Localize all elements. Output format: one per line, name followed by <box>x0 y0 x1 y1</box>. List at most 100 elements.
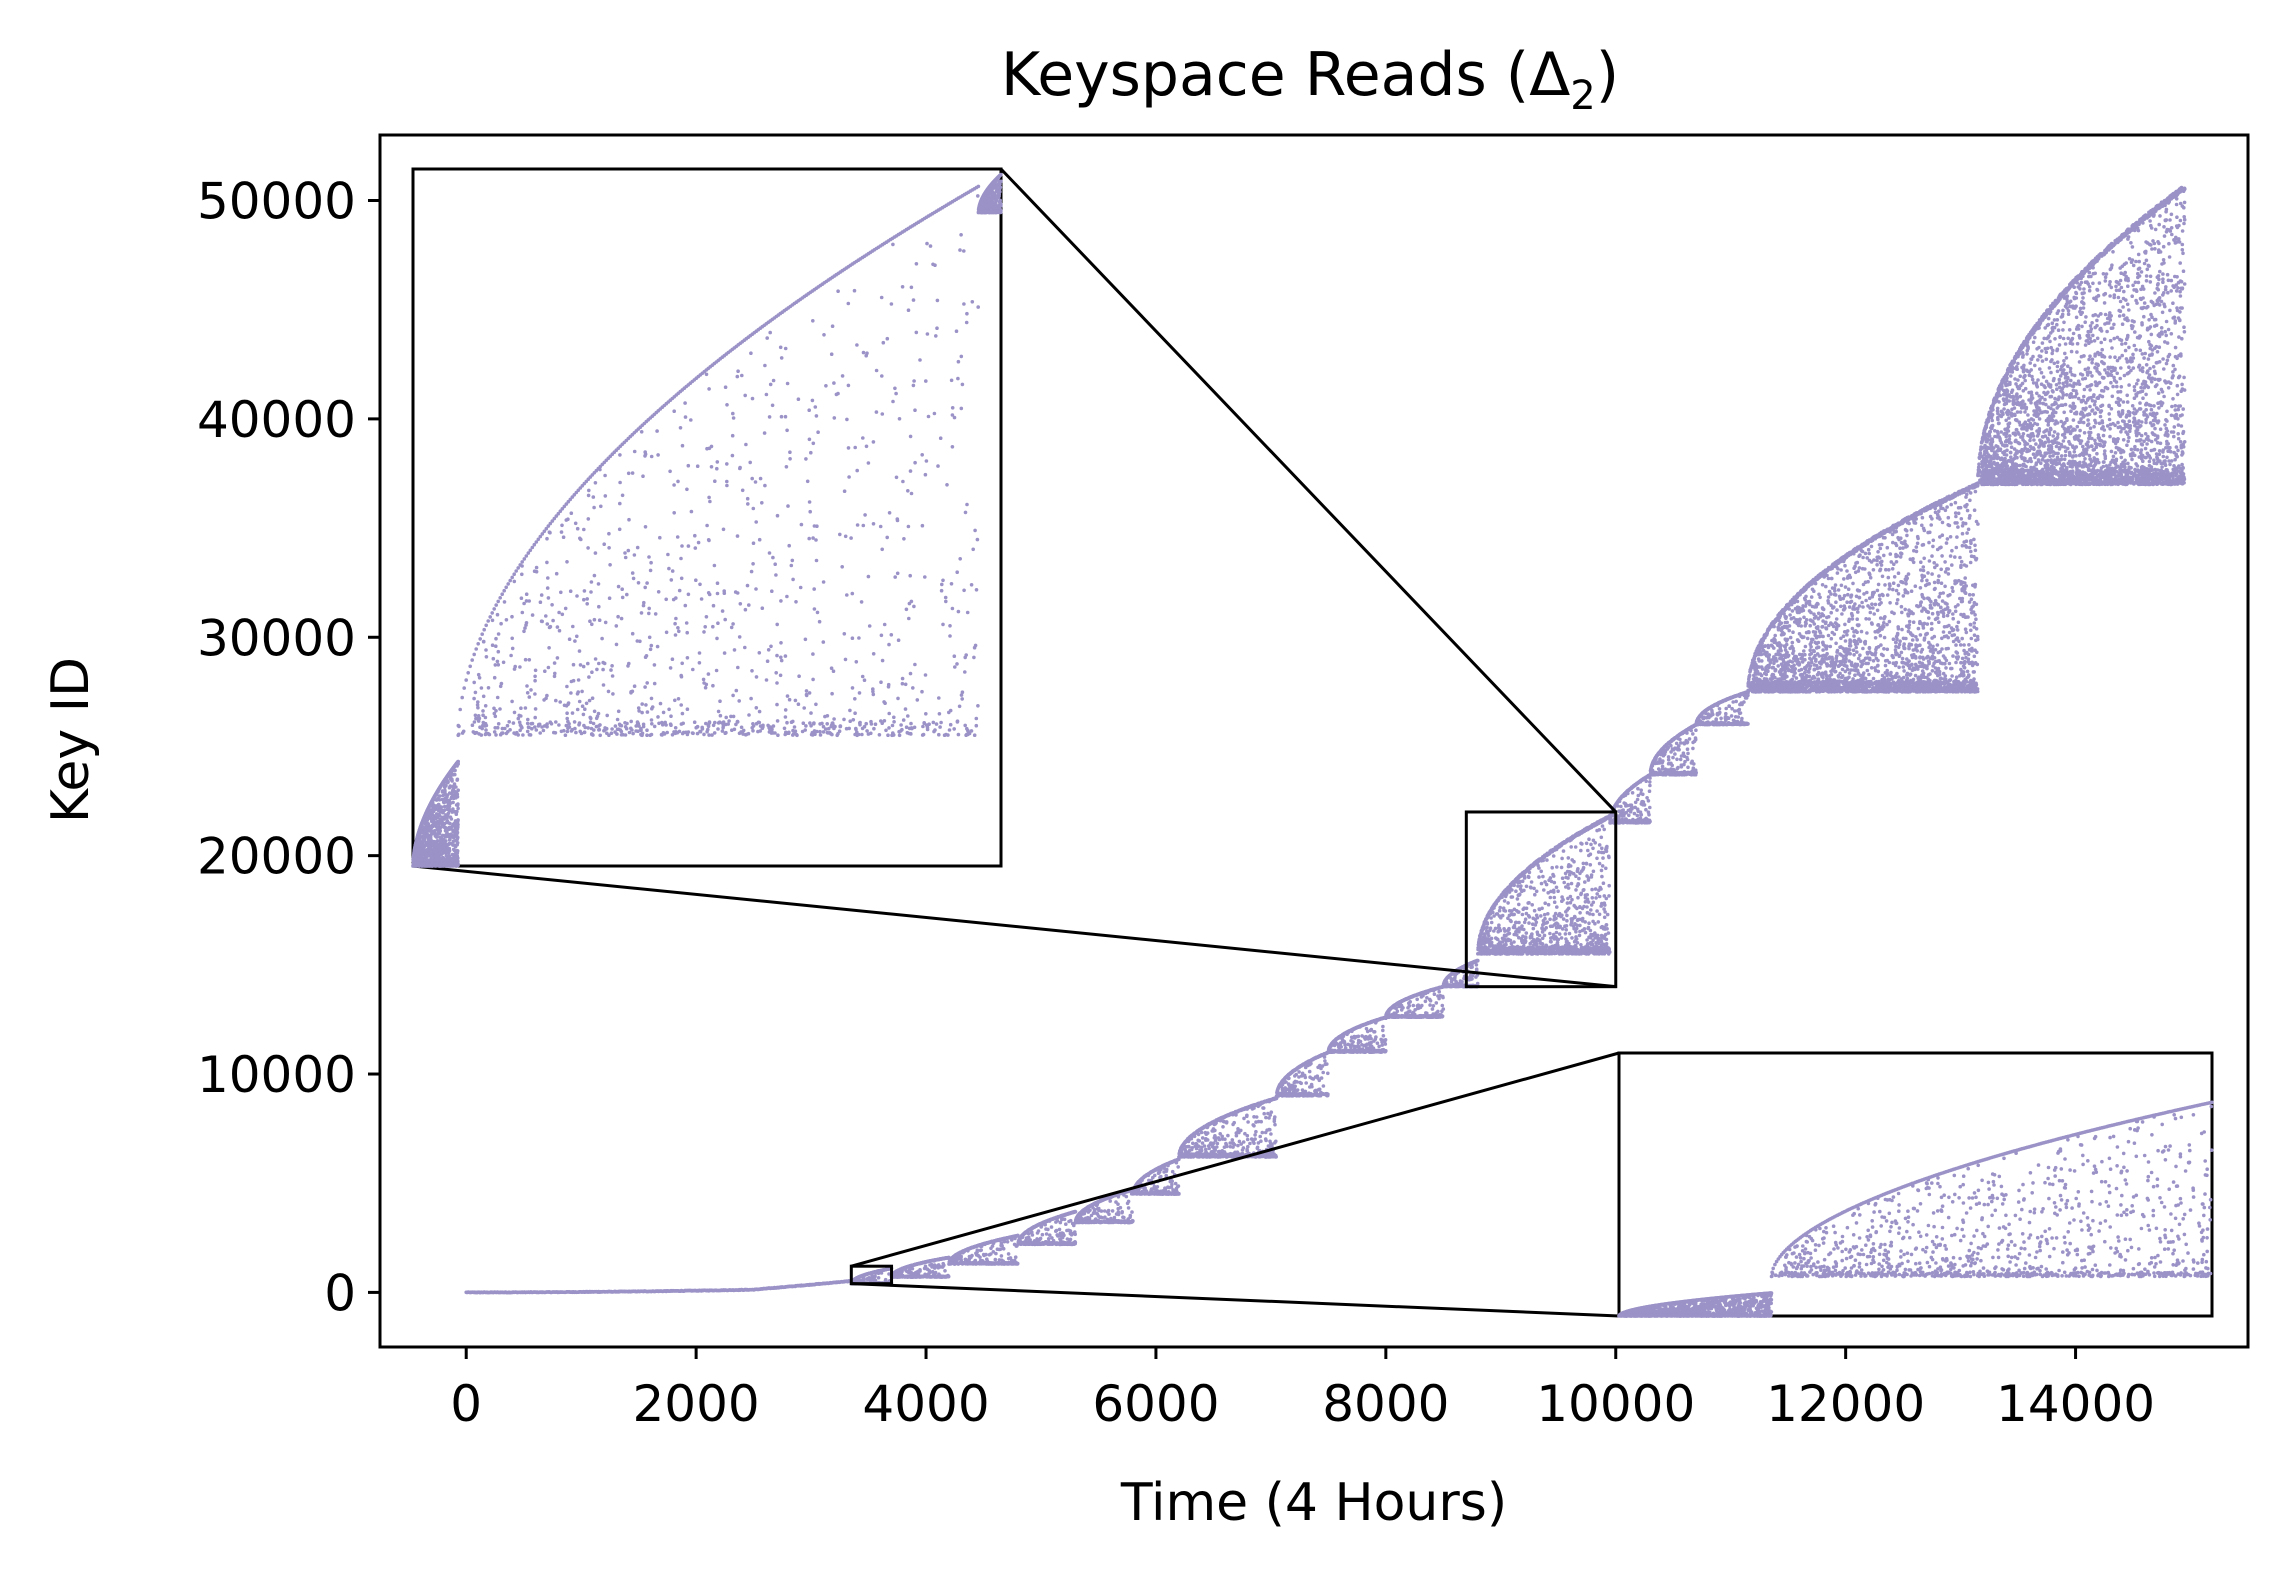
data-point <box>1107 1212 1111 1216</box>
data-point <box>994 1258 998 1262</box>
data-point <box>1314 1089 1318 1093</box>
data-point <box>1245 1115 1249 1119</box>
data-point <box>979 1248 983 1252</box>
data-point <box>991 1244 995 1248</box>
data-point <box>1295 1080 1299 1084</box>
data-point <box>1381 1025 1385 1029</box>
data-point <box>1122 1216 1126 1220</box>
data-point <box>1033 1241 1037 1245</box>
data-point <box>1140 1178 1144 1182</box>
data-point <box>1058 1243 1062 1247</box>
data-point <box>1222 1120 1226 1124</box>
data-point <box>1035 1237 1039 1241</box>
data-point <box>980 1262 984 1266</box>
data-point <box>1096 1203 1100 1207</box>
data-point <box>1227 1153 1231 1157</box>
data-point <box>1127 1206 1131 1210</box>
data-point <box>1326 1072 1330 1076</box>
data-point <box>1259 1120 1263 1124</box>
data-point <box>1293 1092 1297 1096</box>
data-point <box>1149 1192 1153 1196</box>
data-point <box>1147 1174 1151 1178</box>
data-point <box>1127 1200 1131 1204</box>
data-point <box>934 1274 938 1278</box>
data-point <box>920 1262 924 1266</box>
data-point <box>1231 1138 1235 1142</box>
data-point <box>1045 1232 1049 1236</box>
data-point <box>942 1263 946 1267</box>
data-point <box>1001 1261 1005 1265</box>
data-point <box>1303 1074 1307 1078</box>
data-point <box>1384 1042 1388 1046</box>
data-point <box>1351 1036 1355 1040</box>
data-point <box>1113 1216 1117 1220</box>
data-point <box>1030 1230 1034 1234</box>
data-point <box>1212 1127 1216 1131</box>
data-point <box>927 1275 931 1279</box>
data-point <box>1002 1247 1006 1251</box>
data-point <box>914 1275 918 1279</box>
data-point <box>1232 1153 1236 1157</box>
data-point <box>1003 1240 1007 1244</box>
data-point <box>1164 1174 1168 1178</box>
data-point <box>968 1255 972 1259</box>
data-point <box>1226 1134 1230 1138</box>
data-point <box>1125 1195 1129 1199</box>
data-point <box>1130 1210 1134 1214</box>
data-point <box>1281 1083 1285 1087</box>
data-point <box>984 1253 988 1257</box>
data-point <box>1297 1075 1301 1079</box>
data-point <box>1200 1131 1204 1135</box>
data-point <box>1083 1212 1087 1216</box>
data-point <box>1174 1182 1178 1186</box>
data-point <box>1308 1070 1312 1074</box>
data-point <box>1267 1152 1271 1156</box>
data-point <box>1224 1153 1228 1157</box>
data-point <box>1043 1223 1047 1227</box>
data-point <box>1269 1132 1273 1136</box>
data-point <box>1164 1188 1168 1192</box>
data-point <box>1072 1241 1076 1245</box>
data-point <box>1379 1038 1383 1042</box>
data-point <box>1286 1074 1290 1078</box>
data-point <box>1047 1237 1051 1241</box>
data-point <box>1145 1191 1149 1195</box>
data-point <box>1242 1146 1246 1150</box>
data-point <box>1006 1240 1010 1244</box>
data-point <box>1323 1055 1327 1059</box>
data-point <box>1195 1131 1199 1135</box>
data-point <box>1252 1106 1256 1110</box>
data-point <box>1276 1094 1280 1098</box>
data-point <box>1258 1135 1262 1139</box>
data-point <box>1166 1164 1170 1168</box>
data-point <box>1007 1252 1011 1256</box>
data-point <box>865 1277 869 1281</box>
data-point <box>1315 1093 1319 1097</box>
data-point <box>1376 1041 1380 1045</box>
data-point <box>1028 1238 1032 1242</box>
data-point <box>1308 1085 1312 1089</box>
data-point <box>1323 1059 1327 1063</box>
data-point <box>1013 1237 1017 1241</box>
data-point <box>1021 1236 1025 1240</box>
data-point <box>1236 1130 1240 1134</box>
data-point <box>1310 1077 1314 1081</box>
data-point <box>1068 1229 1072 1233</box>
data-point <box>918 1275 922 1279</box>
data-point <box>1246 1138 1250 1142</box>
data-point <box>1039 1225 1043 1229</box>
data-point <box>1097 1214 1101 1218</box>
data-point <box>1191 1142 1195 1146</box>
data-point <box>877 1272 881 1276</box>
data-point <box>1319 1092 1323 1096</box>
data-point <box>1201 1136 1205 1140</box>
data-point <box>1240 1152 1244 1156</box>
data-point <box>1074 1210 1078 1214</box>
data-point <box>1316 1066 1320 1070</box>
data-point <box>1175 1161 1179 1165</box>
data-point <box>1298 1081 1302 1085</box>
data-point <box>977 1254 981 1258</box>
data-point <box>1297 1093 1301 1097</box>
data-point <box>1061 1236 1065 1240</box>
